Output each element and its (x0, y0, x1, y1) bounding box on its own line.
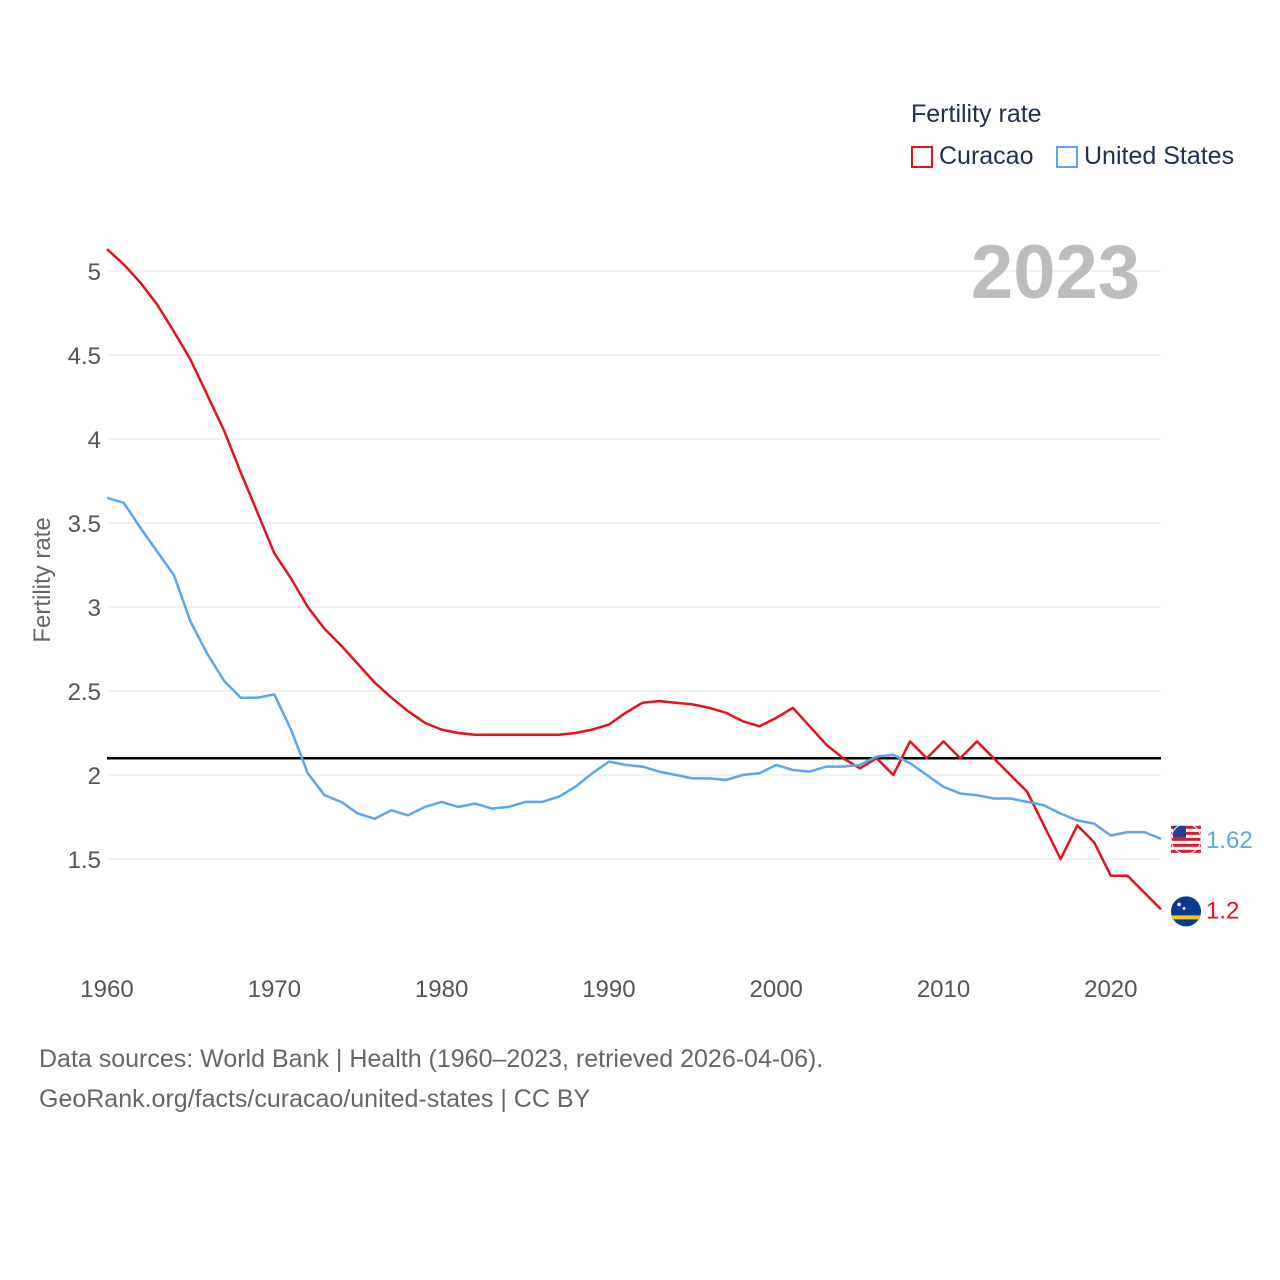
x-tick-1970: 1970 (248, 976, 301, 1003)
footer-attribution: GeoRank.org/facts/curacao/united-states … (39, 1085, 591, 1113)
flag-disc (1171, 896, 1201, 927)
y-axis-label: Fertility rate (29, 517, 56, 642)
x-tick-2020: 2020 (1084, 976, 1137, 1003)
footer-source: Data sources: World Bank | Health (1960–… (39, 1045, 824, 1073)
y-tick-1-5: 1.5 (68, 847, 101, 874)
legend-item-united-states[interactable]: United States (1056, 142, 1234, 171)
x-tick-2010: 2010 (917, 976, 970, 1003)
y-tick-4: 4 (88, 427, 101, 454)
y-tick-4-5: 4.5 (68, 343, 101, 370)
x-tick-1980: 1980 (415, 976, 468, 1003)
flag-canton (1173, 825, 1186, 838)
y-tick-labels: 1.5 2 2.5 3 3.5 4 4.5 5 (68, 259, 101, 874)
flag-stripe (1171, 843, 1201, 847)
y-tick-3-5: 3.5 (68, 511, 101, 538)
flag-rim (1170, 823, 1202, 855)
y-tick-3: 3 (88, 595, 101, 622)
x-tick-1960: 1960 (80, 976, 133, 1003)
legend-item-curacao[interactable]: Curacao (911, 142, 1034, 171)
year-label: 2023 (971, 230, 1140, 315)
y-tick-2-5: 2.5 (68, 679, 101, 706)
y-tick-2: 2 (88, 763, 101, 790)
legend-swatch-curacao (911, 145, 933, 168)
end-value-label-curacao: 1.2 (1206, 897, 1239, 924)
end-markers: 1.2 1.62 (1170, 823, 1253, 927)
end-value-label-united-states: 1.62 (1206, 827, 1253, 854)
series-line-united-states (106, 496, 1162, 840)
flag-icon-curacao (1171, 896, 1201, 927)
x-tick-labels: 1960 1970 1980 1990 2000 2010 2020 (80, 976, 1137, 1003)
flag-star (1182, 907, 1186, 910)
y-tick-5: 5 (88, 259, 101, 286)
series-group (106, 248, 1162, 911)
flag-stripe (1171, 837, 1201, 841)
legend-label-curacao: Curacao (939, 142, 1034, 170)
x-tick-2000: 2000 (750, 976, 803, 1003)
flag-icon-united-states (1170, 823, 1202, 855)
grid-lines (107, 270, 1161, 860)
series-line-curacao (106, 248, 1162, 911)
flag-stripe (1171, 849, 1201, 853)
x-tick-1990: 1990 (582, 976, 635, 1003)
flag-star (1177, 902, 1181, 907)
legend-label-united-states: United States (1084, 142, 1235, 170)
legend-swatch-united-states (1056, 145, 1078, 168)
legend-title: Fertility rate (911, 100, 1042, 128)
flag-band (1172, 915, 1200, 920)
